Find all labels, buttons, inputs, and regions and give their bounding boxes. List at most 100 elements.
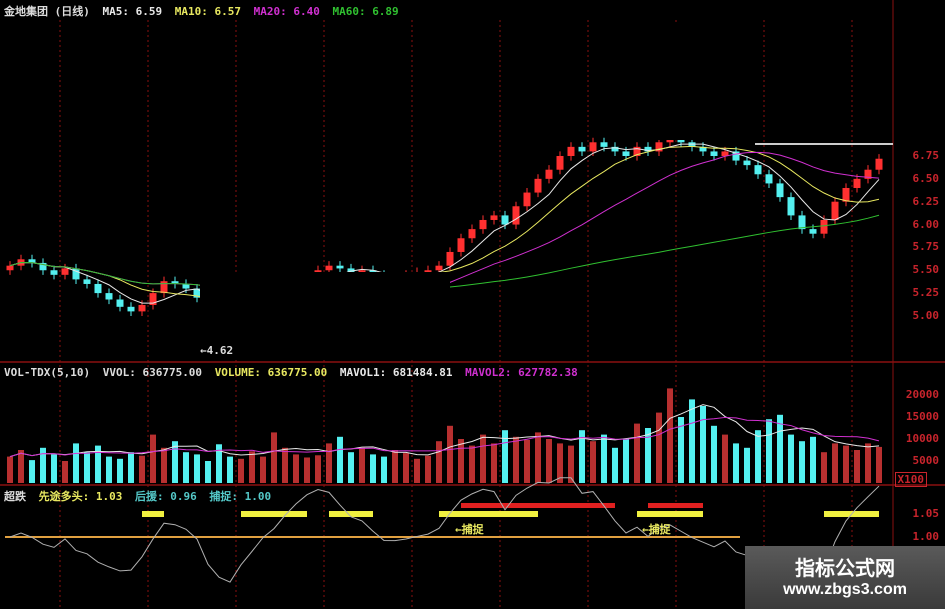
candle-body	[556, 156, 564, 170]
candle-body	[666, 137, 674, 143]
volume-bar	[876, 446, 882, 483]
volume-bar	[282, 447, 288, 483]
volume-bar	[612, 447, 618, 483]
volume-bar	[799, 441, 805, 483]
volume-tick-label: 10000	[905, 432, 939, 445]
candle-body	[347, 268, 355, 273]
candle-body	[589, 142, 597, 152]
watermark-url: www.zbgs3.com	[783, 581, 907, 598]
ma60-value: MA60: 6.89	[332, 5, 399, 18]
volume-bar	[359, 447, 365, 483]
candle-body	[446, 251, 454, 266]
main-header: 金地集团 (日线) MA5: 6.59 MA10: 6.57 MA20: 6.4…	[4, 3, 405, 19]
ma10-line	[9, 145, 880, 316]
yellow-signal-bar	[329, 511, 373, 517]
volume-bar	[95, 445, 101, 483]
volume-bar	[150, 434, 156, 483]
volume-bar	[51, 454, 57, 483]
volume-bar	[535, 432, 541, 483]
indicator-tick-label: 1.05	[912, 507, 940, 520]
candle-body	[655, 142, 663, 152]
candle-body	[116, 299, 124, 307]
volume-bar	[29, 460, 35, 483]
volume-bar	[689, 399, 695, 483]
candle-body	[622, 151, 630, 156]
ma5-line	[9, 143, 880, 330]
candle-body	[171, 281, 179, 284]
volume-bar	[337, 436, 343, 483]
candle-body	[138, 304, 146, 312]
price-tick-label: 5.50	[912, 263, 940, 277]
volume-bar	[370, 454, 376, 483]
candle-body	[105, 293, 113, 300]
candle-body	[743, 160, 751, 166]
volume-bar	[502, 430, 508, 483]
volume-bar	[458, 439, 464, 483]
volume-bar	[722, 434, 728, 483]
volume-bar	[293, 454, 299, 483]
candle-body	[798, 215, 806, 230]
candle-body	[787, 197, 795, 216]
capture-label-1: ←捕捉	[455, 523, 484, 536]
indicator-xz-value: 先途多头: 1.03	[38, 490, 123, 503]
volume-bar	[667, 388, 673, 483]
ma5-value: MA5: 6.59	[102, 5, 163, 18]
volume-bar	[62, 461, 68, 483]
masked-region	[650, 22, 755, 140]
vvol-value: VVOL: 636775.00	[102, 366, 203, 379]
ma10-value: MA10: 6.57	[174, 5, 241, 18]
volume-bar	[227, 456, 233, 483]
price-tick-label: 6.00	[912, 217, 940, 231]
candle-body	[61, 268, 69, 275]
price-tick-label: 5.00	[912, 308, 940, 322]
volume-bar	[678, 417, 684, 483]
volume-bar	[513, 436, 519, 483]
volume-bar	[645, 428, 651, 483]
yellow-signal-bar	[637, 511, 703, 517]
candle-body	[644, 146, 652, 152]
candle-body	[765, 174, 773, 184]
volume-bar	[304, 457, 310, 483]
price-tick-label: 5.75	[912, 240, 940, 254]
volume-bar	[700, 406, 706, 483]
volume-bar	[392, 450, 398, 483]
volume-bar	[579, 430, 585, 483]
volume-bar	[40, 447, 46, 483]
volume-bar	[843, 445, 849, 483]
candle-body	[94, 283, 102, 294]
volume-bar	[139, 455, 145, 483]
candle-body	[72, 268, 80, 280]
volume-bar	[84, 452, 90, 483]
candle-body	[875, 158, 883, 170]
candle-body	[567, 146, 575, 156]
ma20-value: MA20: 6.40	[253, 5, 320, 18]
candle-body	[457, 238, 465, 252]
volume-bar	[832, 443, 838, 483]
volume-bar	[755, 430, 761, 483]
candle-body	[820, 219, 828, 234]
candle-body	[160, 281, 168, 294]
candle-body	[512, 206, 520, 225]
volume-bar	[117, 458, 123, 483]
indicator-hg-value: 后援: 0.96	[135, 490, 197, 503]
volume-bar	[634, 423, 640, 483]
volume-tick-label: 15000	[905, 410, 939, 423]
volume-bar	[7, 456, 13, 483]
candle-body	[578, 146, 586, 152]
volume-bar	[348, 452, 354, 483]
candle-body	[853, 178, 861, 188]
vol-indicator-name: VOL-TDX(5,10)	[4, 366, 91, 379]
candle-body	[633, 146, 641, 156]
volume-bar	[744, 447, 750, 483]
candle-body	[468, 229, 476, 239]
volume-bar	[766, 419, 772, 483]
volume-bar	[194, 454, 200, 483]
candle-body	[358, 270, 366, 273]
volume-bar	[403, 453, 409, 483]
volume-bar	[810, 436, 816, 483]
volume-bar	[172, 441, 178, 483]
volume-tick-label: 5000	[912, 454, 940, 467]
volume-bar	[205, 461, 211, 483]
